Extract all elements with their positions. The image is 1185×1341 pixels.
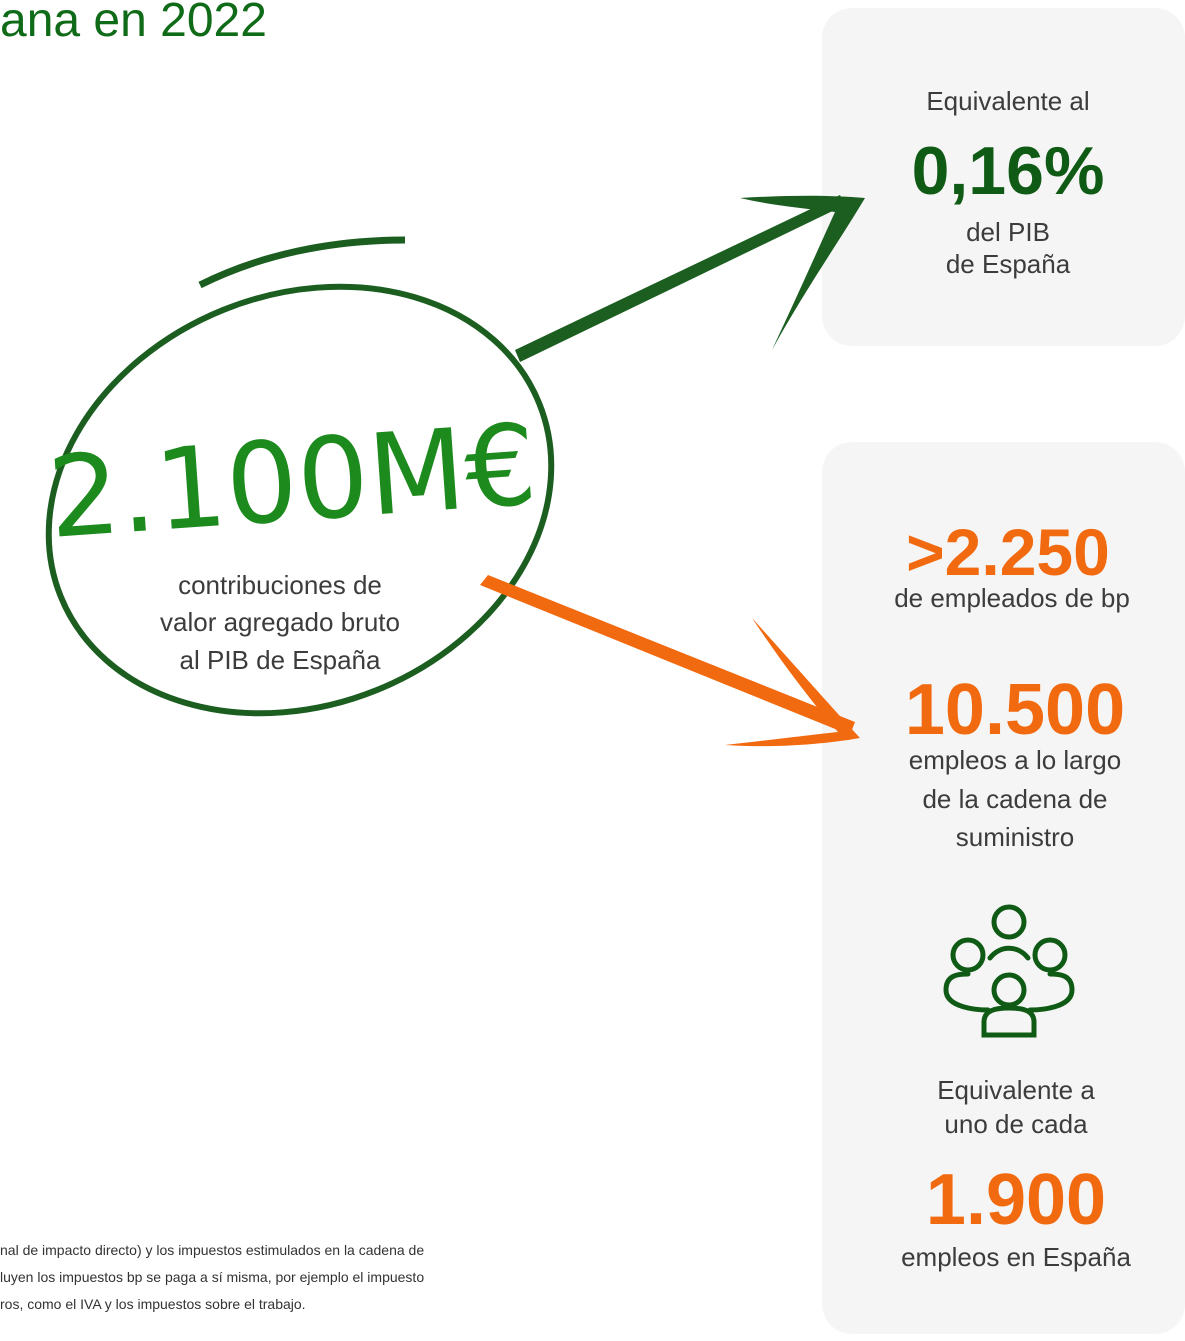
footnote-line: ros, como el IVA y los impuestos sobre e… [0, 1296, 306, 1312]
arrow-orange-head [725, 618, 860, 747]
circle [45, 283, 555, 717]
gdp-line: del PIB [966, 217, 1050, 247]
footnote-line: luyen los impuestos bp se paga a sí mism… [0, 1269, 424, 1285]
ratio-label: empleos en España [901, 1242, 1131, 1272]
supply-line: de la cadena de [922, 784, 1107, 814]
ratio-line: Equivalente a [937, 1075, 1095, 1105]
center-line: al PIB de España [180, 645, 381, 675]
people-icon [943, 904, 1075, 1038]
ratio-value: 1.900 [926, 1160, 1106, 1240]
arrow-green-head [740, 195, 865, 350]
gdp-line: de España [946, 249, 1071, 279]
gdp-value: 0,16% [912, 133, 1105, 209]
employees-value: >2.250 [906, 515, 1110, 589]
center-value: 2.100M€ [44, 400, 540, 564]
employees-label: de empleados de bp [894, 583, 1130, 613]
footnote-line: nal de impacto directo) y los impuestos … [0, 1242, 424, 1258]
arrow-green [515, 195, 845, 362]
supply-line: empleos a lo largo [909, 745, 1121, 775]
circle-stroke [198, 236, 406, 289]
supply-value: 10.500 [905, 670, 1125, 750]
supply-line: suministro [956, 822, 1074, 852]
center-line: contribuciones de [178, 570, 382, 600]
jobs-card [822, 442, 1185, 1334]
ratio-line: uno de cada [944, 1109, 1088, 1139]
gdp-card [822, 8, 1185, 346]
gdp-lead: Equivalente al [926, 86, 1089, 116]
title: ana en 2022 [0, 0, 267, 47]
arrow-orange [480, 575, 855, 735]
center-line: valor agregado bruto [160, 607, 400, 637]
